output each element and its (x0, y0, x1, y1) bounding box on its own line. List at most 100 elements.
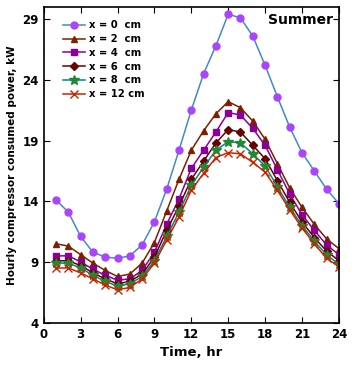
x = 12 cm (66, 266, 70, 270)
x = 12 cm (275, 188, 280, 193)
x = 2  cm (140, 261, 144, 265)
x = 6  cm (128, 279, 132, 284)
x = 0  cm (300, 150, 304, 155)
x = 12 cm (54, 266, 58, 270)
x = 6  cm (214, 141, 218, 145)
x = 4  cm (238, 113, 242, 117)
x = 4  cm (165, 222, 169, 227)
x = 8  cm (91, 273, 95, 277)
x = 2  cm (91, 261, 95, 265)
Line: x = 12 cm: x = 12 cm (52, 149, 343, 294)
Line: x = 2  cm: x = 2 cm (52, 98, 342, 280)
x = 12 cm (251, 160, 255, 165)
x = 2  cm (337, 246, 341, 251)
x = 4  cm (312, 228, 316, 232)
x = 4  cm (325, 243, 329, 247)
x = 0  cm (54, 198, 58, 202)
x = 4  cm (152, 250, 156, 254)
x = 0  cm (238, 16, 242, 20)
x = 2  cm (79, 253, 83, 257)
x = 8  cm (312, 239, 316, 243)
x = 2  cm (66, 244, 70, 249)
Line: x = 6  cm: x = 6 cm (53, 127, 342, 287)
x = 2  cm (201, 128, 206, 133)
x = 0  cm (287, 125, 292, 129)
x = 6  cm (337, 258, 341, 263)
x = 12 cm (287, 208, 292, 212)
x = 6  cm (79, 264, 83, 268)
x = 6  cm (140, 272, 144, 276)
x = 6  cm (226, 127, 230, 132)
x = 8  cm (54, 261, 58, 265)
x = 6  cm (103, 277, 107, 281)
x = 4  cm (115, 278, 120, 282)
x = 8  cm (177, 210, 181, 214)
x = 4  cm (103, 273, 107, 277)
x = 4  cm (214, 130, 218, 134)
x = 0  cm (251, 34, 255, 38)
x = 4  cm (337, 253, 341, 257)
x = 12 cm (91, 277, 95, 281)
x = 2  cm (54, 242, 58, 246)
x = 8  cm (140, 274, 144, 279)
x = 0  cm (79, 234, 83, 239)
x = 6  cm (201, 159, 206, 163)
x = 0  cm (128, 254, 132, 258)
x = 6  cm (263, 157, 267, 161)
x = 2  cm (103, 268, 107, 273)
x = 4  cm (251, 126, 255, 131)
x = 6  cm (312, 235, 316, 240)
x = 12 cm (140, 277, 144, 281)
x = 6  cm (91, 271, 95, 275)
x = 4  cm (177, 197, 181, 201)
Y-axis label: Hourly compressor consumed power, kW: Hourly compressor consumed power, kW (7, 45, 17, 285)
x = 4  cm (287, 192, 292, 196)
x = 2  cm (165, 209, 169, 213)
Line: x = 4  cm: x = 4 cm (53, 109, 342, 283)
x = 6  cm (177, 204, 181, 208)
x = 2  cm (300, 205, 304, 209)
x = 2  cm (325, 237, 329, 241)
x = 6  cm (238, 130, 242, 134)
x = 8  cm (115, 284, 120, 288)
x = 2  cm (152, 240, 156, 245)
x = 8  cm (103, 279, 107, 284)
x = 12 cm (165, 238, 169, 242)
x = 8  cm (214, 148, 218, 152)
x = 12 cm (128, 285, 132, 290)
x = 4  cm (79, 260, 83, 264)
x = 8  cm (66, 261, 70, 265)
x = 6  cm (54, 258, 58, 263)
x = 0  cm (275, 94, 280, 99)
Line: x = 0  cm: x = 0 cm (52, 11, 342, 262)
x = 12 cm (79, 271, 83, 275)
x = 6  cm (66, 258, 70, 263)
x = 0  cm (263, 63, 267, 67)
x = 4  cm (66, 254, 70, 258)
x = 12 cm (312, 242, 316, 246)
x = 0  cm (189, 108, 193, 112)
x = 4  cm (201, 148, 206, 152)
x = 0  cm (201, 71, 206, 76)
x = 12 cm (177, 215, 181, 219)
x = 6  cm (165, 228, 169, 232)
x = 2  cm (214, 112, 218, 116)
x = 0  cm (214, 44, 218, 48)
x = 8  cm (165, 234, 169, 239)
x = 12 cm (263, 170, 267, 174)
x = 2  cm (238, 105, 242, 110)
Line: x = 8  cm: x = 8 cm (51, 137, 344, 291)
x = 0  cm (337, 201, 341, 206)
x = 12 cm (238, 152, 242, 156)
x = 12 cm (214, 155, 218, 160)
x = 0  cm (177, 148, 181, 152)
x = 12 cm (189, 188, 193, 193)
x = 6  cm (115, 281, 120, 286)
x = 6  cm (275, 178, 280, 183)
x = 12 cm (201, 171, 206, 175)
x = 0  cm (115, 256, 120, 261)
x = 4  cm (275, 168, 280, 172)
Legend: x = 0  cm, x = 2  cm, x = 4  cm, x = 6  cm, x = 8  cm, x = 12 cm: x = 0 cm, x = 2 cm, x = 4 cm, x = 6 cm, … (61, 18, 146, 101)
x = 2  cm (275, 161, 280, 166)
x = 4  cm (189, 166, 193, 171)
